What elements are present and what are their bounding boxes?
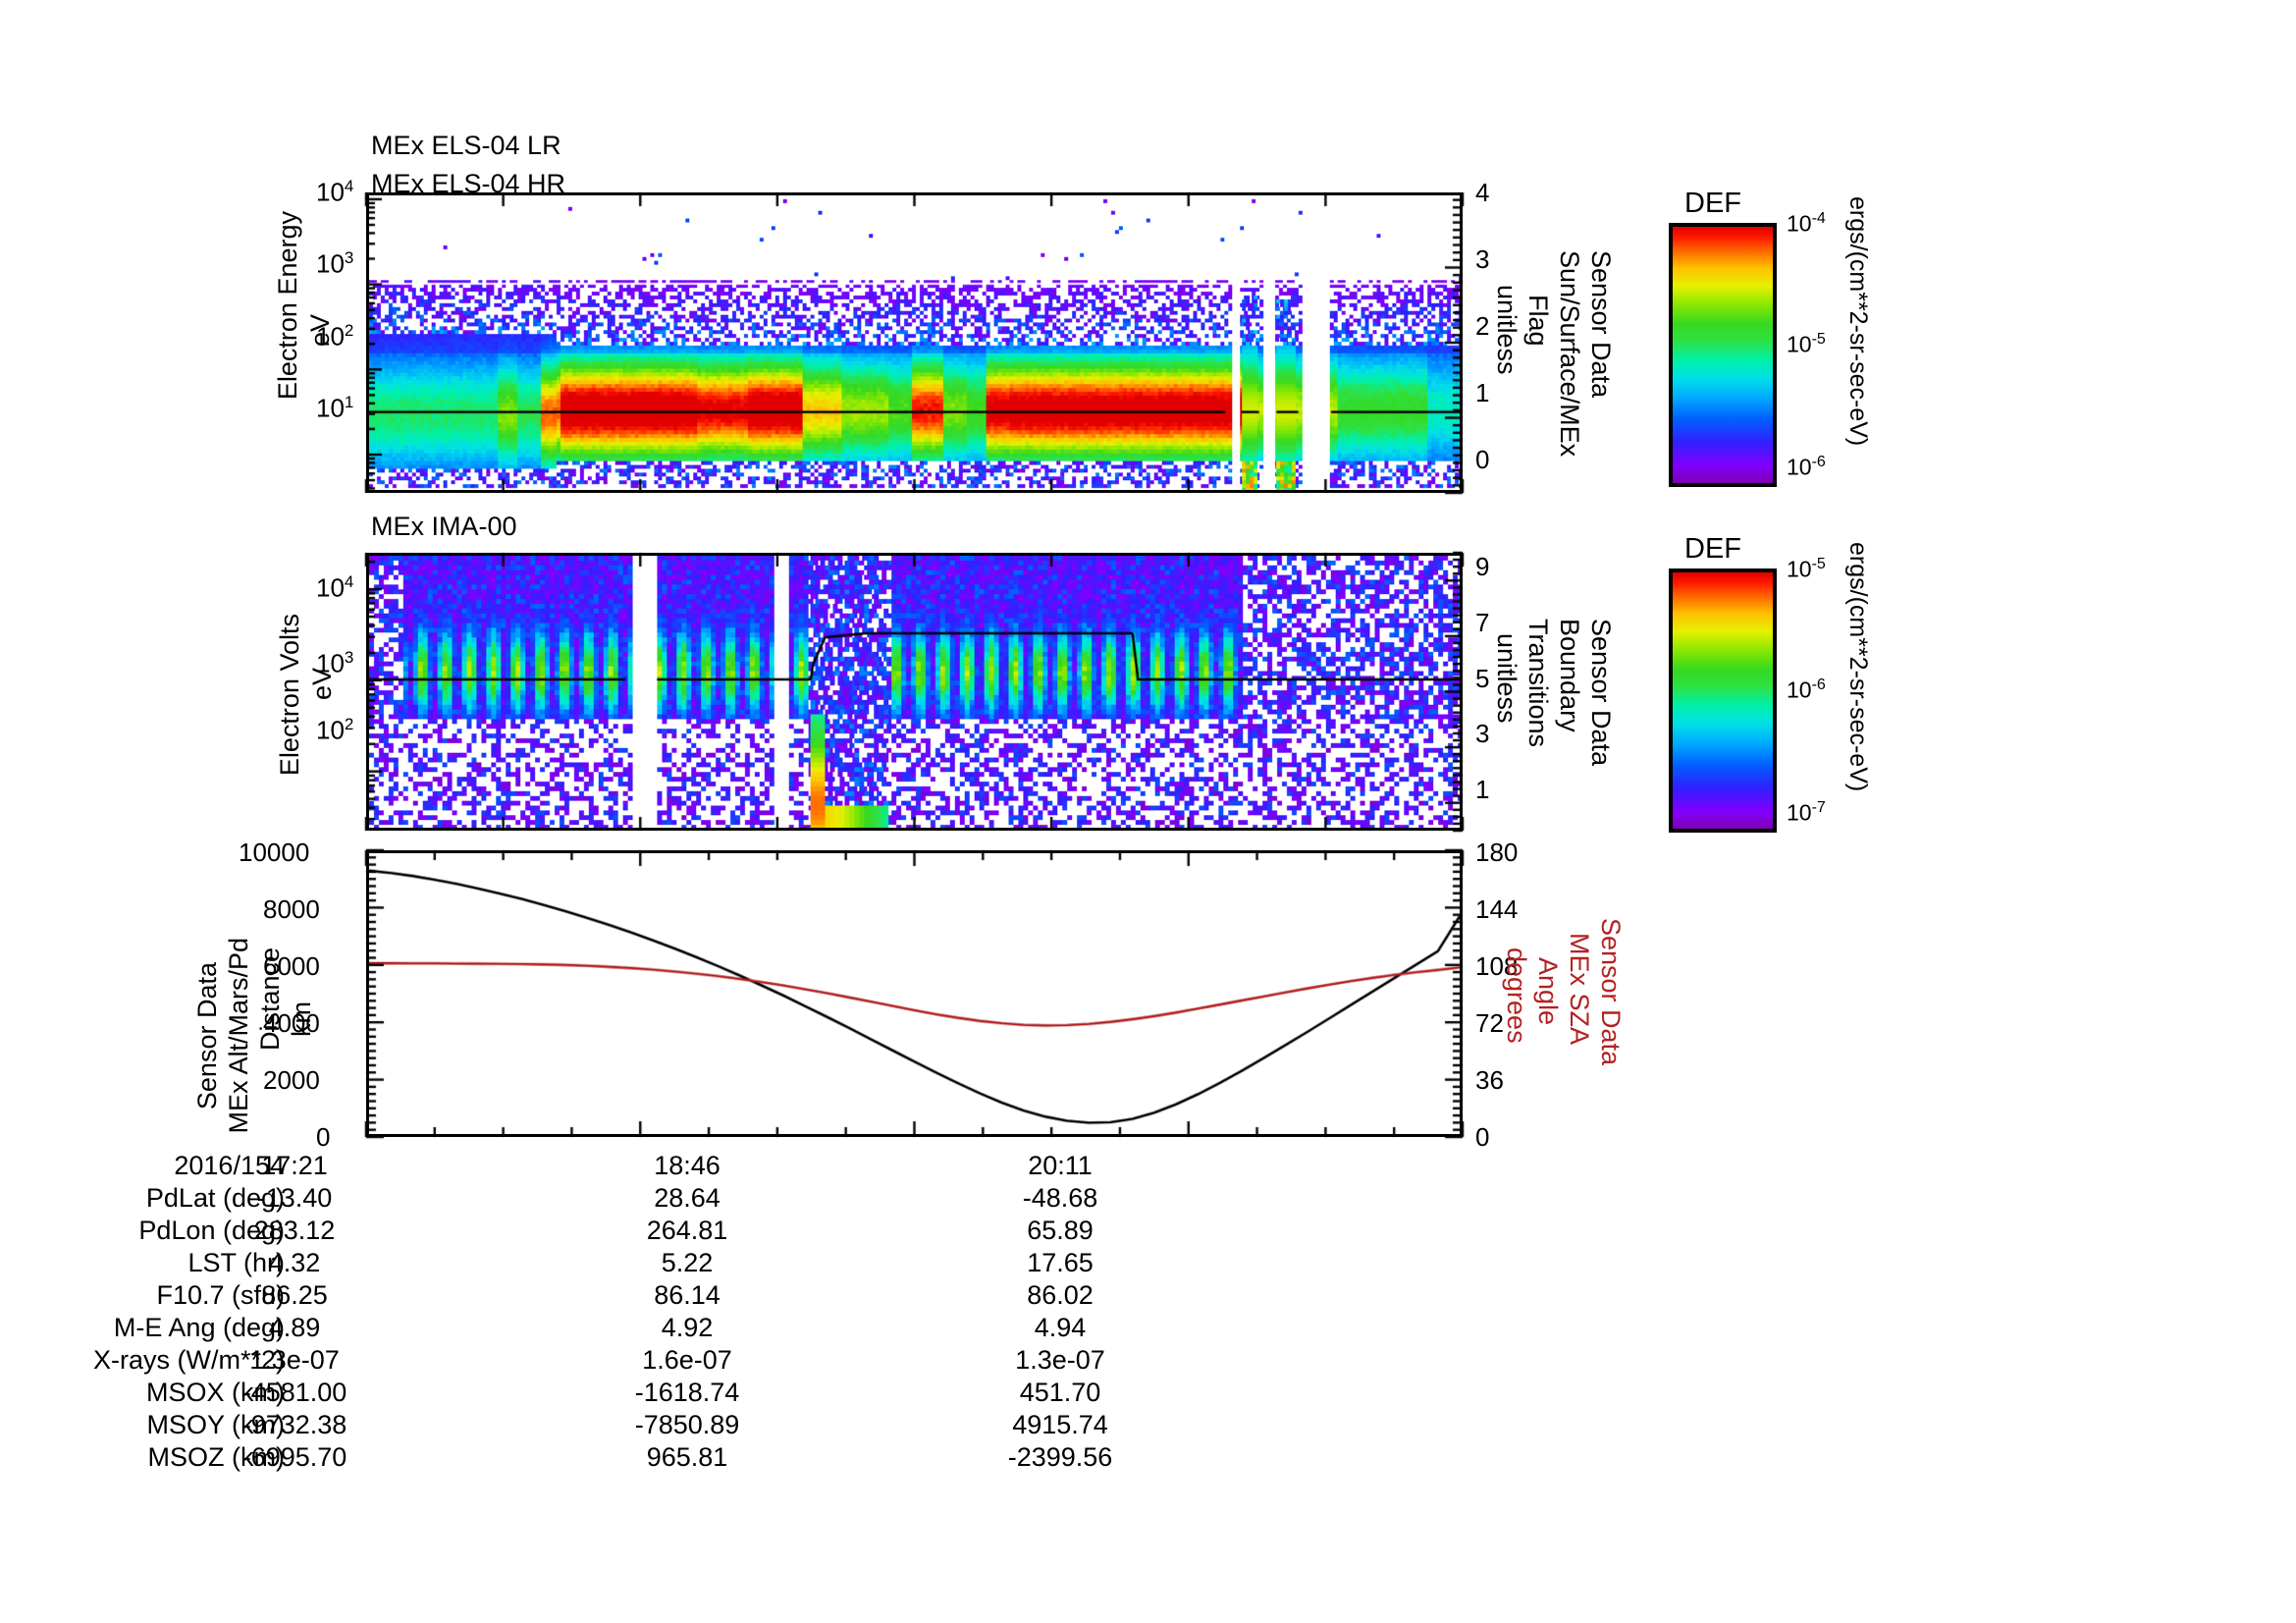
panel3-ytick-8000: 8000 [263, 894, 320, 924]
footer-row-value: 4.89 [268, 1313, 321, 1342]
panel2-right-tick-9: 9 [1475, 552, 1490, 581]
panel1-ytick-10e2: 102 [316, 321, 354, 352]
panel3-ytick-4000: 4000 [263, 1008, 320, 1038]
panel2-right-axis-label-3: Transitions [1523, 619, 1553, 748]
els-spectrogram-canvas [369, 195, 1460, 490]
panel3-right-axis-label-1: Sensor Data [1596, 918, 1626, 1066]
panel3-right-tick-36: 36 [1475, 1065, 1504, 1095]
ima-spectrogram-canvas [369, 556, 1460, 828]
footer-row-value: 65.89 [1027, 1216, 1094, 1245]
footer-row-value: 965.81 [646, 1442, 728, 1472]
panel1-right-tick-2: 2 [1475, 311, 1490, 341]
panel2-right-tick-5: 5 [1475, 664, 1490, 693]
footer-row-value: 86.02 [1027, 1280, 1094, 1310]
panel2-ytick-10e3: 103 [316, 648, 354, 678]
panel1-right-tick-0: 0 [1475, 445, 1490, 474]
panel2-right-axis-label-2: Boundary [1555, 619, 1584, 732]
footer-row-value: 4.32 [268, 1248, 321, 1277]
panel2-right-tick-1: 1 [1475, 775, 1490, 804]
panel3-ytick-10000: 10000 [239, 838, 310, 867]
panel3-right-axis-label-3: Angle [1533, 957, 1563, 1026]
panel2-right-tick-3: 3 [1475, 719, 1490, 748]
footer-row-value: 20:11 [1028, 1151, 1093, 1180]
panel2-left-axis-label-1: Electron Volts [275, 614, 304, 777]
footer-row-value: -7850.89 [634, 1410, 740, 1439]
panel3-right-tick-0: 0 [1475, 1122, 1490, 1152]
panel2-right-axis-label-4: unitless [1492, 633, 1522, 724]
colorbar2-label-top: 10-5 [1787, 556, 1826, 582]
panel1-right-axis-label-3: Flag [1523, 295, 1553, 347]
colorbar2-label-mid: 10-6 [1787, 676, 1826, 703]
panel3-right-axis-label-2: MEx SZA [1565, 933, 1594, 1046]
footer-row-value: 5.22 [661, 1248, 714, 1277]
footer-row-value: -2399.56 [1007, 1442, 1113, 1472]
footer-row-value: -48.68 [1022, 1183, 1098, 1213]
panel1-right-axis-label-1: Sensor Data [1586, 250, 1616, 399]
colorbar1-label-mid: 10-5 [1787, 331, 1826, 357]
colorbar2-gradient [1673, 572, 1773, 829]
footer-row-value: 1.3e-07 [1015, 1345, 1105, 1375]
footer-row-value: 17:21 [261, 1151, 328, 1180]
colorbar1-gradient [1673, 227, 1773, 483]
panel3-left-axis-label-2: MEx Alt/Mars/Pd [224, 938, 253, 1134]
panel3-ytick-0: 0 [316, 1122, 331, 1152]
panel3-right-tick-180: 180 [1475, 838, 1519, 867]
panel1-right-axis-label-2: Sun/Surface/MEx [1555, 250, 1584, 458]
panel1-ytick-10e3: 103 [316, 248, 354, 279]
panel3-right-tick-144: 144 [1475, 894, 1519, 924]
panel-ima-spectrogram[interactable] [366, 553, 1463, 831]
panel1-right-tick-3: 3 [1475, 244, 1490, 274]
panel2-title: MEx IMA-00 [371, 512, 517, 541]
panel3-left-axis-label-1: Sensor Data [192, 962, 222, 1110]
footer-row-value: 1.3e-07 [249, 1345, 340, 1375]
footer-row-value: 86.14 [654, 1280, 721, 1310]
panel2-right-tick-7: 7 [1475, 608, 1490, 637]
colorbar1 [1669, 223, 1777, 487]
footer-row-value: -1618.74 [634, 1378, 740, 1407]
panel3-ytick-6000: 6000 [263, 951, 320, 981]
footer-row-value: 1.6e-07 [642, 1345, 732, 1375]
colorbar1-label-bottom: 10-6 [1787, 454, 1826, 480]
panel1-ytick-10e4: 104 [316, 177, 354, 207]
panel-altitude-sza[interactable] [366, 850, 1463, 1137]
footer-row-value: 86.25 [261, 1280, 328, 1310]
footer-row-value: -13.40 [256, 1183, 333, 1213]
footer-row-value: 451.70 [1019, 1378, 1101, 1407]
footer-row-value: 264.81 [646, 1216, 728, 1245]
panel2-right-axis-label-1: Sensor Data [1586, 619, 1616, 767]
colorbar2 [1669, 568, 1777, 833]
panel1-left-axis-label-1: Electron Energy [273, 211, 302, 401]
colorbar1-title: DEF [1684, 188, 1741, 219]
panel3-ytick-2000: 2000 [263, 1065, 320, 1095]
panel1-right-tick-1: 1 [1475, 378, 1490, 407]
colorbar1-unit: ergs/(cm**2-sr-sec-eV) [1844, 196, 1872, 447]
footer-row-value: 4.92 [661, 1313, 714, 1342]
colorbar2-unit: ergs/(cm**2-sr-sec-eV) [1844, 542, 1872, 792]
panel-els-spectrogram[interactable] [366, 192, 1463, 493]
altitude-sza-canvas [369, 853, 1460, 1134]
panel1-right-tick-4: 4 [1475, 178, 1490, 207]
panel2-ytick-10e4: 104 [316, 572, 354, 603]
footer-row-value: -6995.70 [241, 1442, 347, 1472]
colorbar1-label-top: 10-4 [1787, 210, 1826, 237]
footer-row-value: 17.65 [1027, 1248, 1094, 1277]
footer-row-value: 283.12 [253, 1216, 336, 1245]
panel2-ytick-10e2: 102 [316, 715, 354, 745]
footer-row-value: 4.94 [1034, 1313, 1087, 1342]
panel3-right-axis-label-4: degrees [1502, 947, 1531, 1044]
colorbar2-label-bottom: 10-7 [1787, 799, 1826, 826]
panel1-title-lr: MEx ELS-04 LR [371, 131, 561, 160]
panel1-right-axis-label-4: unitless [1492, 285, 1522, 375]
footer-row-value: -4581.00 [241, 1378, 347, 1407]
panel1-ytick-10e1: 101 [316, 393, 354, 423]
colorbar2-title: DEF [1684, 533, 1741, 565]
panel3-right-tick-72: 72 [1475, 1008, 1504, 1038]
footer-row-value: 18:46 [654, 1151, 721, 1180]
footer-row-value: 28.64 [654, 1183, 721, 1213]
footer-row-value: 4915.74 [1012, 1410, 1108, 1439]
footer-row-value: -9732.38 [241, 1410, 347, 1439]
